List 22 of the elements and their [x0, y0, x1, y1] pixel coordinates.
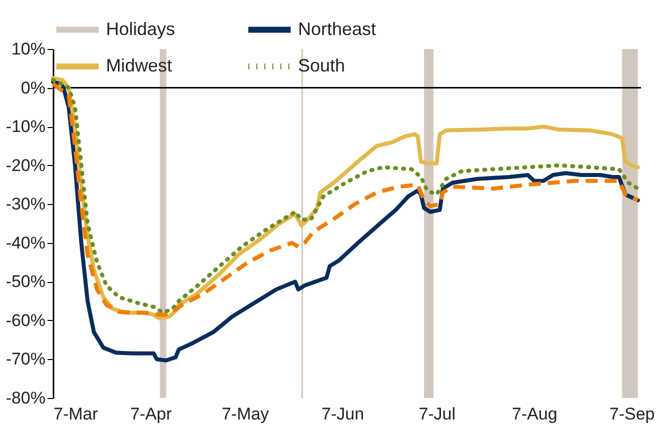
x-tick-label: 7-Aug — [512, 404, 558, 424]
y-tick-label: -80% — [6, 388, 46, 408]
y-tick-label: -50% — [6, 272, 46, 292]
x-tick-label: 7-Apr — [130, 404, 172, 424]
x-tick-label: 7-Jun — [322, 404, 364, 424]
x-tick-label: 7-Jul — [418, 404, 456, 424]
x-tick-label: 7-May — [222, 404, 270, 424]
legend-label: Holidays — [106, 18, 176, 39]
x-tick-label: 7-Sep — [609, 404, 655, 424]
legend-label: Midwest — [106, 56, 172, 76]
y-tick-label: -70% — [6, 350, 46, 369]
y-tick-label: 0% — [20, 78, 46, 98]
y-tick-label: -40% — [6, 233, 46, 252]
legend-label: South — [298, 56, 346, 76]
line-series — [51, 80, 640, 362]
legend-label: Northeast — [298, 18, 376, 39]
y-tick-label: -60% — [6, 310, 46, 330]
y-tick-label: -30% — [6, 194, 46, 214]
x-tick-label: 7-Mar — [54, 404, 98, 424]
y-tick-label: -10% — [6, 117, 46, 136]
y-tick-label: -20% — [6, 156, 46, 175]
y-tick-label: 10% — [11, 40, 46, 58]
